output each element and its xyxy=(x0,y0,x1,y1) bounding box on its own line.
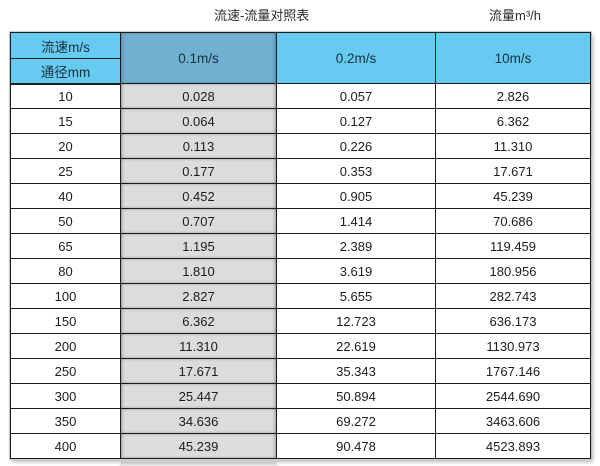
table-row: 40 0.452 0.905 45.239 xyxy=(10,183,591,209)
diameter-cell: 25 xyxy=(10,158,121,184)
flow-cell-0-2ms: 22.619 xyxy=(276,333,436,359)
header-velocity-label: 流速m/s xyxy=(10,32,121,59)
diameter-cell: 200 xyxy=(10,333,121,359)
diameter-cell: 10 xyxy=(10,83,121,109)
table-row: 350 34.636 69.272 3463.606 xyxy=(10,408,591,434)
table-body: 10 0.028 0.057 2.826 15 0.064 0.127 6.36… xyxy=(10,83,591,459)
table-row: 15 0.064 0.127 6.362 xyxy=(10,108,591,134)
flow-cell-0-2ms: 50.894 xyxy=(276,383,436,409)
flow-cell-0-1ms: 25.447 xyxy=(120,383,277,409)
titlebar: 流速-流量对照表 流量m³/h xyxy=(0,0,600,30)
table-row: 10 0.028 0.057 2.826 xyxy=(10,83,591,109)
flow-cell-0-1ms: 0.064 xyxy=(120,108,277,134)
flow-cell-0-1ms: 0.028 xyxy=(120,83,277,109)
flow-cell-10ms: 2544.690 xyxy=(435,383,591,409)
diameter-cell: 400 xyxy=(10,433,121,459)
flow-unit-label: 流量m³/h xyxy=(489,8,542,23)
diameter-cell: 65 xyxy=(10,233,121,259)
table-row: 100 2.827 5.655 282.743 xyxy=(10,283,591,309)
diameter-cell: 40 xyxy=(10,183,121,209)
diameter-cell: 50 xyxy=(10,208,121,234)
flow-cell-0-2ms: 2.389 xyxy=(276,233,436,259)
table-row: 400 45.239 90.478 4523.893 xyxy=(10,433,591,459)
flow-cell-10ms: 3463.606 xyxy=(435,408,591,434)
flow-cell-0-2ms: 0.226 xyxy=(276,133,436,159)
flow-cell-0-1ms: 45.239 xyxy=(120,433,277,459)
flow-cell-10ms: 2.826 xyxy=(435,83,591,109)
flow-cell-10ms: 45.239 xyxy=(435,183,591,209)
flow-cell-0-1ms: 0.113 xyxy=(120,133,277,159)
flow-cell-0-1ms: 2.827 xyxy=(120,283,277,309)
highlight-column-tail xyxy=(121,462,276,466)
table-row: 50 0.707 1.414 70.686 xyxy=(10,208,591,234)
flow-cell-0-1ms: 1.810 xyxy=(120,258,277,284)
table-row: 80 1.810 3.619 180.956 xyxy=(10,258,591,284)
flow-cell-0-1ms: 0.177 xyxy=(120,158,277,184)
diameter-cell: 80 xyxy=(10,258,121,284)
table-row: 150 6.362 12.723 636.173 xyxy=(10,308,591,334)
flow-cell-0-2ms: 0.905 xyxy=(276,183,436,209)
flow-cell-0-2ms: 35.343 xyxy=(276,358,436,384)
flow-cell-10ms: 11.310 xyxy=(435,133,591,159)
flow-cell-10ms: 4523.893 xyxy=(435,433,591,459)
flow-cell-10ms: 1767.146 xyxy=(435,358,591,384)
diameter-cell: 100 xyxy=(10,283,121,309)
flow-cell-10ms: 17.671 xyxy=(435,158,591,184)
flow-cell-10ms: 119.459 xyxy=(435,233,591,259)
table-row: 25 0.177 0.353 17.671 xyxy=(10,158,591,184)
flow-cell-0-2ms: 5.655 xyxy=(276,283,436,309)
flow-cell-10ms: 70.686 xyxy=(435,208,591,234)
diameter-cell: 350 xyxy=(10,408,121,434)
header-col-10ms: 10m/s xyxy=(435,32,591,84)
flow-cell-0-2ms: 12.723 xyxy=(276,308,436,334)
flow-cell-0-1ms: 11.310 xyxy=(120,333,277,359)
flow-cell-0-2ms: 90.478 xyxy=(276,433,436,459)
header-diameter-label: 通径mm xyxy=(10,58,121,85)
flow-cell-10ms: 180.956 xyxy=(435,258,591,284)
flow-cell-10ms: 636.173 xyxy=(435,308,591,334)
flow-cell-0-1ms: 0.452 xyxy=(120,183,277,209)
flow-cell-0-2ms: 3.619 xyxy=(276,258,436,284)
flow-cell-10ms: 282.743 xyxy=(435,283,591,309)
flow-cell-0-2ms: 0.057 xyxy=(276,83,436,109)
table-row: 250 17.671 35.343 1767.146 xyxy=(10,358,591,384)
flow-cell-0-1ms: 1.195 xyxy=(120,233,277,259)
header-col-0-2ms: 0.2m/s xyxy=(276,32,436,84)
flow-cell-10ms: 1130.973 xyxy=(435,333,591,359)
flow-cell-0-1ms: 0.707 xyxy=(120,208,277,234)
flow-cell-0-1ms: 6.362 xyxy=(120,308,277,334)
table-row: 65 1.195 2.389 119.459 xyxy=(10,233,591,259)
flow-cell-0-1ms: 34.636 xyxy=(120,408,277,434)
flow-cell-0-2ms: 0.127 xyxy=(276,108,436,134)
flow-cell-0-2ms: 1.414 xyxy=(276,208,436,234)
diameter-cell: 15 xyxy=(10,108,121,134)
header-col-0-1ms: 0.1m/s xyxy=(120,32,277,84)
flow-rate-table: 流速m/s 0.1m/s 0.2m/s 10m/s 通径mm 10 0.028 … xyxy=(10,32,591,459)
flow-cell-0-1ms: 17.671 xyxy=(120,358,277,384)
table-row: 300 25.447 50.894 2544.690 xyxy=(10,383,591,409)
flow-cell-0-2ms: 69.272 xyxy=(276,408,436,434)
flow-cell-10ms: 6.362 xyxy=(435,108,591,134)
flow-cell-0-2ms: 0.353 xyxy=(276,158,436,184)
diameter-cell: 20 xyxy=(10,133,121,159)
diameter-cell: 250 xyxy=(10,358,121,384)
table-row: 200 11.310 22.619 1130.973 xyxy=(10,333,591,359)
table-title: 流速-流量对照表 xyxy=(214,8,310,23)
table-row: 20 0.113 0.226 11.310 xyxy=(10,133,591,159)
diameter-cell: 150 xyxy=(10,308,121,334)
table-header: 流速m/s 0.1m/s 0.2m/s 10m/s 通径mm xyxy=(10,32,591,85)
diameter-cell: 300 xyxy=(10,383,121,409)
